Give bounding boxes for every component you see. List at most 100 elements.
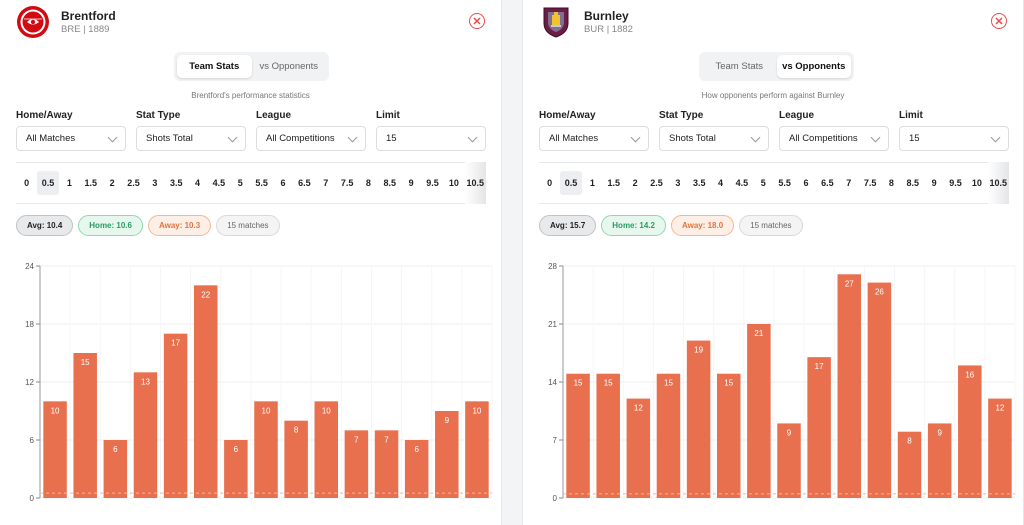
threshold-option[interactable]: 8 [365,178,371,188]
tab-team-stats[interactable]: Team Stats [177,55,252,78]
threshold-option[interactable]: 3 [675,178,681,188]
threshold-option[interactable]: 8.5 [906,178,920,188]
threshold-option[interactable]: 9 [931,178,937,188]
league-select[interactable]: All Competitions [256,126,366,151]
bar[interactable] [716,373,741,498]
bar[interactable] [465,401,489,498]
team-meta: BUR | 1882 [584,24,633,35]
home-avg-badge: Home: 10.6 [78,215,143,236]
tab-team-stats[interactable]: Team Stats [715,61,764,72]
threshold-option[interactable]: 8 [888,178,894,188]
bar[interactable] [314,401,339,498]
bar[interactable] [686,340,711,498]
threshold-option[interactable]: 8.5 [383,178,397,188]
bar[interactable] [103,440,128,498]
threshold-option[interactable]: 5 [237,178,243,188]
close-icon[interactable] [991,13,1007,29]
threshold-option[interactable]: 0 [24,178,30,188]
bar-chart: 0 6 12 18 24 10 15 6 13 17 22 6 10 8 10 7 7 6 9 10 [25,262,493,503]
threshold-option[interactable]: 2 [632,178,638,188]
bar-value-label: 15 [81,358,90,367]
threshold-option[interactable]: 0.5 [560,171,582,195]
threshold-option[interactable]: 9 [408,178,414,188]
stat-type-select[interactable]: Shots Total [659,126,769,151]
bar[interactable] [193,285,218,498]
threshold-option[interactable]: 6.5 [298,178,311,188]
threshold-option[interactable]: 1 [66,178,72,188]
threshold-option[interactable]: 6.5 [821,178,834,188]
bar[interactable] [224,440,248,498]
threshold-option[interactable]: 9.5 [949,178,962,188]
threshold-option[interactable]: 6 [280,178,286,188]
threshold-option[interactable]: 4.5 [735,178,749,188]
bar[interactable] [73,353,97,498]
threshold-option[interactable]: 9.5 [426,178,439,188]
bar[interactable] [163,333,188,498]
threshold-option[interactable]: 1.5 [607,178,621,188]
threshold-option[interactable]: 3 [152,178,158,188]
threshold-option[interactable]: 7 [846,178,852,188]
threshold-option[interactable]: 6 [803,178,809,188]
bar-value-label: 15 [574,379,583,388]
threshold-option[interactable]: 10.5 [987,162,1009,204]
bar[interactable] [777,423,801,498]
close-icon[interactable] [469,13,485,29]
team-name: Brentford [61,9,116,23]
limit-select[interactable]: 15 [899,126,1009,151]
home-away-select[interactable]: All Matches [539,126,649,151]
threshold-option[interactable]: 0.5 [37,171,59,195]
threshold-option[interactable]: 1 [589,178,595,188]
bar[interactable] [404,440,429,498]
bar-value-label: 12 [634,404,643,413]
bar[interactable] [596,373,620,498]
league-select[interactable]: All Competitions [779,126,889,151]
threshold-option[interactable]: 10 [448,178,459,188]
bar[interactable] [254,401,278,498]
bar-value-label: 6 [234,445,239,454]
threshold-option[interactable]: 2.5 [650,178,663,188]
threshold-option[interactable]: 2 [109,178,115,188]
limit-select[interactable]: 15 [376,126,486,151]
bar[interactable] [133,372,158,498]
threshold-option[interactable]: 7.5 [863,178,877,188]
bar[interactable] [374,430,399,498]
home-away-select[interactable]: All Matches [16,126,126,151]
threshold-option[interactable]: 0 [547,178,553,188]
bar[interactable] [867,282,892,498]
bar[interactable] [837,274,862,498]
threshold-option[interactable]: 3.5 [169,178,183,188]
threshold-option[interactable]: 5 [760,178,766,188]
bar[interactable] [626,398,651,498]
bar[interactable] [435,411,459,498]
bar[interactable] [747,324,771,498]
bar[interactable] [988,398,1012,498]
threshold-option[interactable]: 4 [195,178,201,188]
threshold-option[interactable]: 7 [323,178,329,188]
chevron-down-icon [347,132,358,142]
bar-value-label: 9 [787,428,792,437]
bar-value-label: 15 [664,379,673,388]
bar[interactable] [566,373,590,498]
tab-vs-opponents[interactable]: vs Opponents [776,55,851,78]
threshold-option[interactable]: 3.5 [692,178,706,188]
threshold-option[interactable]: 4.5 [212,178,226,188]
tab-vs-opponents[interactable]: vs Opponents [259,61,319,72]
bar[interactable] [656,373,681,498]
stat-type-select[interactable]: Shots Total [136,126,246,151]
bar[interactable] [344,430,369,498]
threshold-option[interactable]: 10.5 [464,162,486,204]
bar[interactable] [958,365,982,498]
threshold-option[interactable]: 5.5 [778,178,791,188]
bar[interactable] [807,357,831,498]
bar[interactable] [284,420,308,498]
threshold-option[interactable]: 1.5 [84,178,98,188]
bar[interactable] [927,423,952,498]
panel-subtitle: Brentford's performance statistics [191,91,310,100]
threshold-option[interactable]: 7.5 [340,178,354,188]
threshold-option[interactable]: 5.5 [255,178,268,188]
bar[interactable] [43,401,67,498]
threshold-option[interactable]: 4 [718,178,724,188]
threshold-option[interactable]: 2.5 [127,178,140,188]
threshold-option[interactable]: 10 [971,178,982,188]
bar[interactable] [897,431,922,498]
